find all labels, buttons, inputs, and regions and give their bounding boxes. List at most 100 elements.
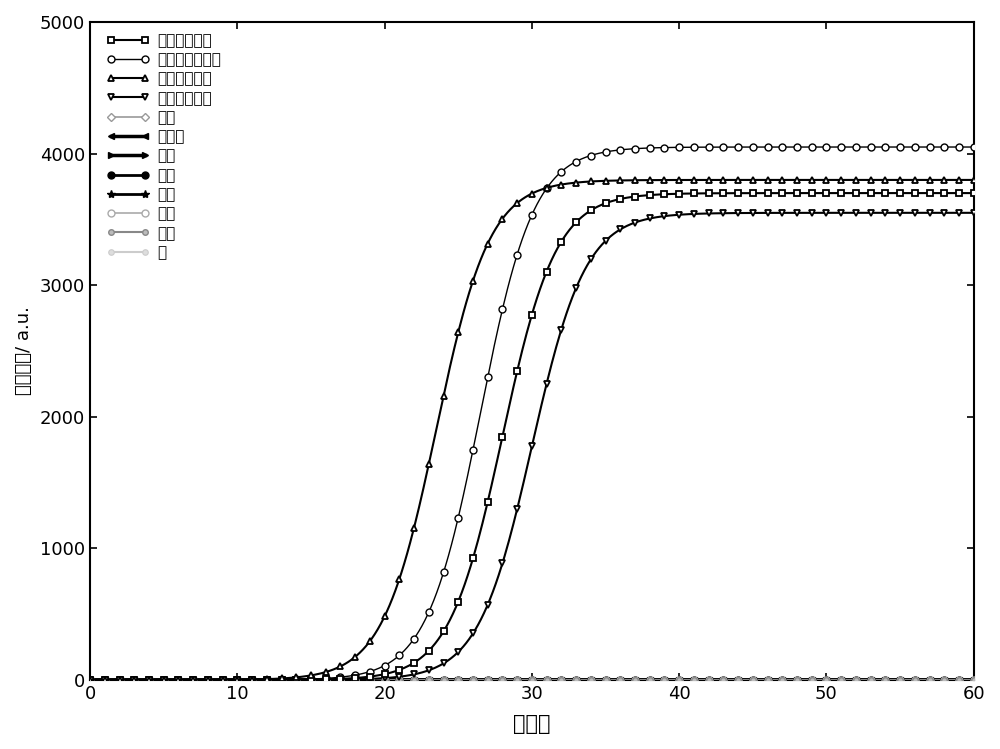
水 bbox=[968, 676, 980, 685]
大豆（佳木斯） bbox=[850, 142, 862, 151]
大豆（杭州） bbox=[393, 673, 405, 682]
水 bbox=[290, 676, 302, 685]
芝麻 bbox=[968, 676, 980, 685]
大豆（杭州） bbox=[968, 208, 980, 217]
芚末 bbox=[290, 676, 302, 685]
核桃 bbox=[555, 676, 567, 685]
榦子 bbox=[84, 676, 96, 685]
杏仁 bbox=[614, 676, 626, 685]
芝麻 bbox=[555, 676, 567, 685]
大豆（临沂） bbox=[850, 189, 862, 198]
大豆（临沂） bbox=[261, 676, 273, 685]
花生 bbox=[850, 676, 862, 685]
开心果 bbox=[84, 676, 96, 685]
大豆（佳木斯） bbox=[555, 167, 567, 176]
花生 bbox=[968, 676, 980, 685]
开心果 bbox=[290, 676, 302, 685]
Line: 核桃: 核桃 bbox=[87, 676, 977, 684]
水 bbox=[393, 676, 405, 685]
水 bbox=[555, 676, 567, 685]
杏仁 bbox=[84, 676, 96, 685]
大豆（佳木斯） bbox=[614, 145, 626, 154]
花生 bbox=[393, 676, 405, 685]
大豆（南京） bbox=[968, 175, 980, 184]
核桃 bbox=[850, 676, 862, 685]
大豆（杭州） bbox=[555, 325, 567, 334]
大豆（南京） bbox=[850, 175, 862, 184]
开心果 bbox=[393, 676, 405, 685]
开心果 bbox=[968, 676, 980, 685]
开心果 bbox=[261, 676, 273, 685]
花生 bbox=[84, 676, 96, 685]
开心果 bbox=[555, 676, 567, 685]
X-axis label: 循环数: 循环数 bbox=[513, 714, 551, 734]
杏仁 bbox=[555, 676, 567, 685]
Line: 芝麻: 芝麻 bbox=[86, 676, 978, 684]
核桃 bbox=[614, 676, 626, 685]
开心果 bbox=[614, 676, 626, 685]
杏仁 bbox=[850, 676, 862, 685]
核桃 bbox=[968, 676, 980, 685]
核桃 bbox=[261, 676, 273, 685]
芝麻 bbox=[393, 676, 405, 685]
榦子 bbox=[261, 676, 273, 685]
大豆（南京） bbox=[555, 180, 567, 189]
Legend: 大豆（临沂）, 大豆（佳木斯）, 大豆（南京）, 大豆（杭州）, 花生, 开心果, 杏仁, 榦子, 芝麻, 核桃, 芚末, 水: 大豆（临沂）, 大豆（佳木斯）, 大豆（南京）, 大豆（杭州）, 花生, 开心果… bbox=[100, 27, 227, 266]
大豆（临沂） bbox=[614, 195, 626, 204]
榦子 bbox=[555, 676, 567, 685]
大豆（南京） bbox=[290, 673, 302, 682]
大豆（佳木斯） bbox=[290, 675, 302, 684]
大豆（临沂） bbox=[290, 676, 302, 685]
大豆（佳木斯） bbox=[968, 142, 980, 151]
Line: 大豆（南京）: 大豆（南京） bbox=[87, 177, 977, 684]
大豆（佳木斯） bbox=[84, 676, 96, 685]
芝麻 bbox=[850, 676, 862, 685]
大豆（杭州） bbox=[614, 225, 626, 234]
芚末 bbox=[850, 676, 862, 685]
榦子 bbox=[968, 676, 980, 685]
水 bbox=[614, 676, 626, 685]
大豆（临沂） bbox=[968, 189, 980, 198]
大豆（佳木斯） bbox=[393, 651, 405, 660]
Line: 大豆（佳木斯）: 大豆（佳木斯） bbox=[87, 144, 977, 684]
水 bbox=[84, 676, 96, 685]
芝麻 bbox=[261, 676, 273, 685]
榦子 bbox=[614, 676, 626, 685]
芚末 bbox=[84, 676, 96, 685]
大豆（杭州） bbox=[290, 676, 302, 685]
开心果 bbox=[850, 676, 862, 685]
Line: 芚末: 芚末 bbox=[87, 677, 976, 683]
水 bbox=[261, 676, 273, 685]
Line: 大豆（临沂）: 大豆（临沂） bbox=[87, 189, 977, 684]
芚末 bbox=[261, 676, 273, 685]
大豆（南京） bbox=[261, 675, 273, 684]
大豆（临沂） bbox=[393, 665, 405, 674]
芚末 bbox=[968, 676, 980, 685]
水 bbox=[850, 676, 862, 685]
Line: 大豆（杭州）: 大豆（杭州） bbox=[87, 210, 977, 684]
大豆（临沂） bbox=[84, 676, 96, 685]
核桃 bbox=[393, 676, 405, 685]
核桃 bbox=[84, 676, 96, 685]
Line: 杏仁: 杏仁 bbox=[87, 676, 977, 684]
榦子 bbox=[850, 676, 862, 685]
Line: 花生: 花生 bbox=[87, 677, 976, 683]
杏仁 bbox=[290, 676, 302, 685]
花生 bbox=[614, 676, 626, 685]
Line: 水: 水 bbox=[87, 677, 976, 683]
芚末 bbox=[555, 676, 567, 685]
大豆（南京） bbox=[393, 574, 405, 583]
大豆（南京） bbox=[614, 176, 626, 185]
花生 bbox=[290, 676, 302, 685]
杏仁 bbox=[393, 676, 405, 685]
杏仁 bbox=[261, 676, 273, 685]
大豆（杭州） bbox=[261, 676, 273, 685]
花生 bbox=[261, 676, 273, 685]
花生 bbox=[555, 676, 567, 685]
Line: 榦子: 榦子 bbox=[87, 676, 977, 684]
Line: 开心果: 开心果 bbox=[87, 676, 977, 684]
大豆（佳木斯） bbox=[261, 676, 273, 685]
芝麻 bbox=[614, 676, 626, 685]
核桃 bbox=[290, 676, 302, 685]
大豆（南京） bbox=[84, 676, 96, 685]
